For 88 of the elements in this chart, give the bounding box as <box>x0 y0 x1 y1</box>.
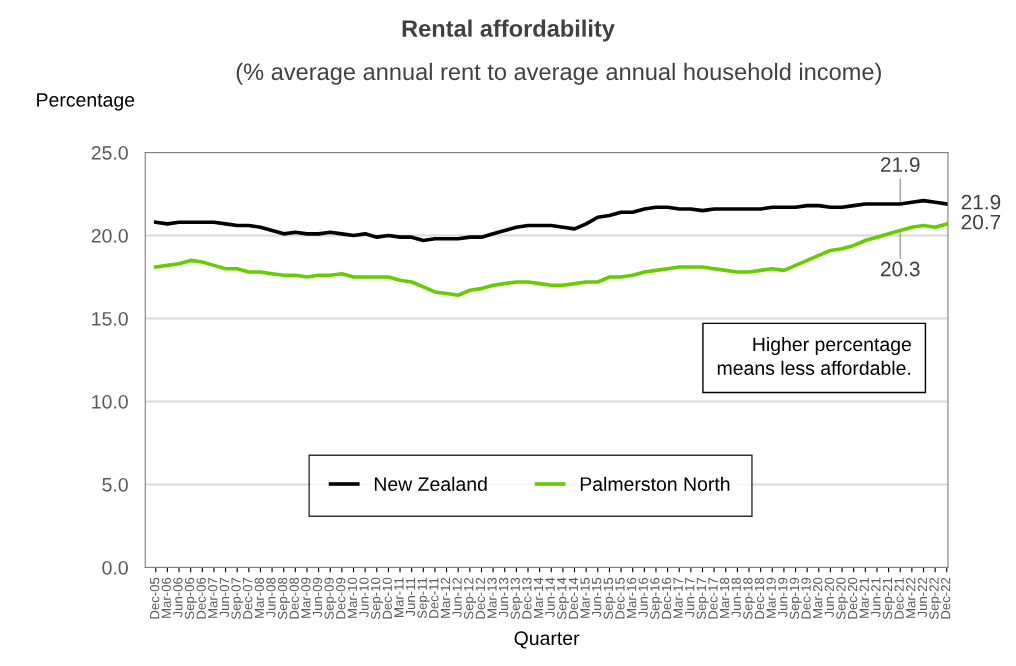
x-tick-label: Jun-08 <box>266 577 276 618</box>
x-tick-label: Dec-21 <box>894 577 904 619</box>
x-tick-label: Mar-22 <box>906 577 916 618</box>
x-tick-label: Mar-14 <box>533 577 544 618</box>
chart-subtitle: (% average annual rent to average annual household income) <box>236 62 881 85</box>
x-tick-label: Mar-11 <box>394 577 404 617</box>
x-tick-label: Jun-16 <box>638 577 648 618</box>
x-tick-label: Jun-21 <box>871 577 881 618</box>
x-tick-label: Sep-09 <box>324 577 337 620</box>
x-tick-label: Dec-09 <box>336 577 346 619</box>
x-tick-label: Dec-13 <box>522 577 532 619</box>
line-series <box>153 198 948 243</box>
x-tick-label: Sep-22 <box>929 577 942 620</box>
x-tick-label: Jun-18 <box>731 577 741 618</box>
x-tick-label: Dec-14 <box>568 577 579 619</box>
x-tick-label: Sep-15 <box>603 577 616 620</box>
x-tick-label: Dec-05 <box>149 577 160 619</box>
x-tick-label: Mar-20 <box>813 577 823 618</box>
x-tick-label: Dec-17 <box>708 577 718 619</box>
y-tick-label: 25.0 <box>91 145 128 160</box>
x-tick-label: Mar-18 <box>719 577 730 618</box>
x-tick-label: Jun-06 <box>173 577 183 618</box>
x-tick-label: Sep-17 <box>696 577 709 620</box>
y-tick-label: 5.0 <box>102 477 128 492</box>
x-tick-label: Mar-19 <box>766 577 776 618</box>
x-tick-label: Jun-12 <box>452 577 462 618</box>
x-tick-label: Mar-12 <box>440 577 451 618</box>
line-series <box>153 222 948 298</box>
x-tick-label: Dec-08 <box>289 577 299 619</box>
x-tick-label: Jun-10 <box>359 577 369 618</box>
x-tick-label: Sep-06 <box>184 577 197 620</box>
x-tick-label: Jun-22 <box>917 577 928 618</box>
x-tick-label: Jun-17 <box>685 577 695 618</box>
x-tick-label: Dec-20 <box>847 577 858 619</box>
x-axis-title: Quarter <box>514 631 580 649</box>
x-tick-label: Jun-11 <box>406 577 416 617</box>
x-tick-label: Jun-15 <box>592 577 602 618</box>
annotation: Higher percentage means less affordable. <box>717 336 911 375</box>
x-tick-label: Sep-11 <box>417 577 430 619</box>
x-tick-label: Jun-07 <box>219 577 230 618</box>
x-tick-label: Mar-09 <box>301 577 311 618</box>
x-tick-label: Dec-07 <box>243 577 253 619</box>
x-tick-label: Jun-09 <box>312 577 323 618</box>
x-tick-label: Dec-12 <box>475 577 486 619</box>
x-tick-label: Mar-13 <box>487 577 497 618</box>
y-tick-label: 20.0 <box>91 228 128 243</box>
x-tick-label: Jun-20 <box>824 577 834 618</box>
x-tick-label: Sep-14 <box>557 577 570 620</box>
y-tick-label: 15.0 <box>92 311 128 326</box>
x-tick-label: Sep-18 <box>743 577 756 620</box>
x-tick-label: Jun-13 <box>498 577 509 618</box>
x-tick-label: Sep-19 <box>789 577 802 620</box>
data-label: 20.7 <box>961 214 1001 230</box>
x-tick-label: Dec-22 <box>940 577 951 619</box>
x-tick-label: Dec-11 <box>429 577 439 618</box>
x-tick-label: Jun-19 <box>778 577 788 618</box>
x-tick-label: Dec-10 <box>382 577 392 619</box>
x-tick-label: Dec-18 <box>754 577 765 619</box>
data-label: 21.9 <box>961 194 1001 210</box>
x-tick-label: Sep-20 <box>836 577 849 620</box>
x-tick-label: Mar-07 <box>208 577 218 618</box>
y-tick-label: 0.0 <box>102 560 128 575</box>
x-tick-label: Sep-10 <box>370 577 383 620</box>
x-tick-label: Mar-06 <box>161 577 171 618</box>
x-tick-label: Jun-14 <box>545 577 555 618</box>
x-tick-label: Mar-08 <box>254 577 264 618</box>
x-tick-label: Mar-10 <box>347 577 358 618</box>
x-tick-label: Dec-06 <box>196 577 206 619</box>
x-tick-label: Mar-16 <box>626 577 637 618</box>
x-tick-label: Sep-08 <box>277 577 290 620</box>
x-tick-label: Mar-21 <box>859 577 869 618</box>
x-tick-label: Dec-16 <box>661 577 672 619</box>
x-tick-label: Dec-19 <box>801 577 811 619</box>
y-axis-title: Percentage <box>37 93 135 111</box>
x-tick-label: Dec-15 <box>615 577 625 619</box>
x-tick-label: Sep-07 <box>231 577 244 620</box>
x-tick-label: Sep-21 <box>882 577 895 620</box>
x-tick-label: Sep-12 <box>464 577 476 620</box>
x-tick-label: Mar-15 <box>580 577 590 618</box>
x-tick-label: Sep-13 <box>510 577 523 620</box>
data-label: 21.9 <box>881 157 920 173</box>
y-tick-label: 10.0 <box>92 394 128 409</box>
chart-title: Rental affordability <box>402 19 615 42</box>
x-tick-label: Mar-17 <box>673 577 683 618</box>
legend-label: Palmerston North <box>580 476 730 491</box>
x-tick-label: Sep-16 <box>650 577 663 620</box>
legend-label: New Zealand <box>374 476 487 491</box>
data-label: 20.3 <box>881 261 920 277</box>
